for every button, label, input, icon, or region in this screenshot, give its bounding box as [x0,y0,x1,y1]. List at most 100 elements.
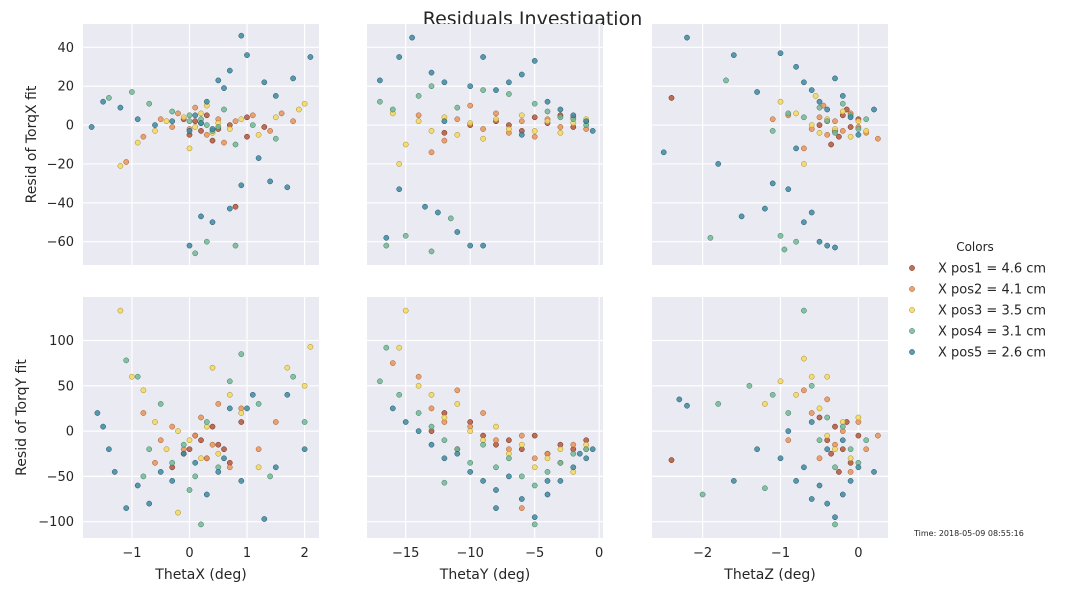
data-point [467,428,474,434]
data-point [169,478,176,484]
panel-background [83,24,319,265]
data-point [781,246,788,253]
data-point [402,419,409,425]
data-point [203,98,210,105]
data-point [192,112,199,119]
data-point [238,351,245,357]
data-point [544,118,551,125]
data-point [117,163,124,169]
data-point [301,382,308,389]
data-point [267,473,273,480]
data-point [855,131,862,138]
data-point [730,478,737,484]
data-point [203,455,210,462]
data-point [428,441,435,448]
y-tick-label: 20 [57,80,74,95]
x-tick-label: −10 [456,546,483,561]
data-point [238,182,245,189]
data-point [730,52,737,58]
data-point [435,209,441,216]
data-point [855,464,862,471]
data-point [506,91,512,97]
data-point [832,514,838,521]
data-point [415,382,422,389]
data-point [441,437,448,444]
data-point [816,414,823,421]
legend-label: X pos3 = 3.5 cm [938,304,1046,319]
data-point [272,419,279,425]
data-point [518,473,525,480]
data-point [209,137,216,144]
data-point [531,464,538,471]
data-point [793,238,799,245]
data-point [134,482,141,489]
data-point [557,129,564,136]
data-point [863,446,870,453]
data-point [531,455,538,462]
data-point [863,116,870,123]
data-point [415,93,422,99]
data-point [106,446,112,453]
data-point [232,118,239,125]
data-point [531,58,538,64]
data-point [762,205,768,212]
data-point [146,446,153,453]
data-point [447,215,454,222]
data-point [801,307,807,314]
data-point [762,401,768,407]
data-point [839,437,846,444]
data-point [209,364,216,371]
data-point [389,360,396,366]
data-point [480,441,486,448]
data-point [676,396,683,403]
data-point [738,213,745,220]
data-point [531,100,538,107]
data-point [493,110,499,117]
data-point [296,106,302,113]
data-point [396,391,403,398]
data-point [301,446,308,453]
data-point [839,100,846,107]
data-point [106,95,112,101]
data-point [493,487,499,493]
data-point [769,180,776,187]
data-point [583,446,590,453]
data-point [493,116,499,123]
data-point [715,161,722,167]
data-point [557,106,564,113]
data-point [377,98,383,105]
data-point [793,63,799,70]
data-point [180,450,187,457]
data-point [839,423,846,430]
data-point [793,391,799,398]
data-point [699,491,706,498]
data-point [454,401,461,407]
data-point [441,129,448,136]
data-point [441,455,448,462]
data-point [123,357,130,364]
data-point [467,459,474,466]
legend: Colors X pos1 = 4.6 cm X pos2 = 4.1 cm X po… [909,240,1046,361]
data-point [754,89,760,95]
data-point [544,455,551,462]
data-point [801,145,807,152]
data-point [454,131,461,138]
data-point [175,428,181,434]
data-point [169,124,176,130]
data-point [169,108,176,115]
data-point [801,114,807,121]
data-point [186,118,193,125]
data-point [816,98,823,105]
data-point [801,464,807,471]
panel-background [367,297,603,538]
data-point [785,186,792,193]
data-point [454,229,461,235]
data-point [801,219,807,226]
data-point [493,505,499,511]
data-point [409,34,415,41]
timestamp-label: Time: 2018-05-09 08:55:16 [914,529,1024,538]
data-point [209,423,216,430]
panel-background [652,297,888,538]
data-point [824,106,831,113]
data-point [801,79,807,86]
